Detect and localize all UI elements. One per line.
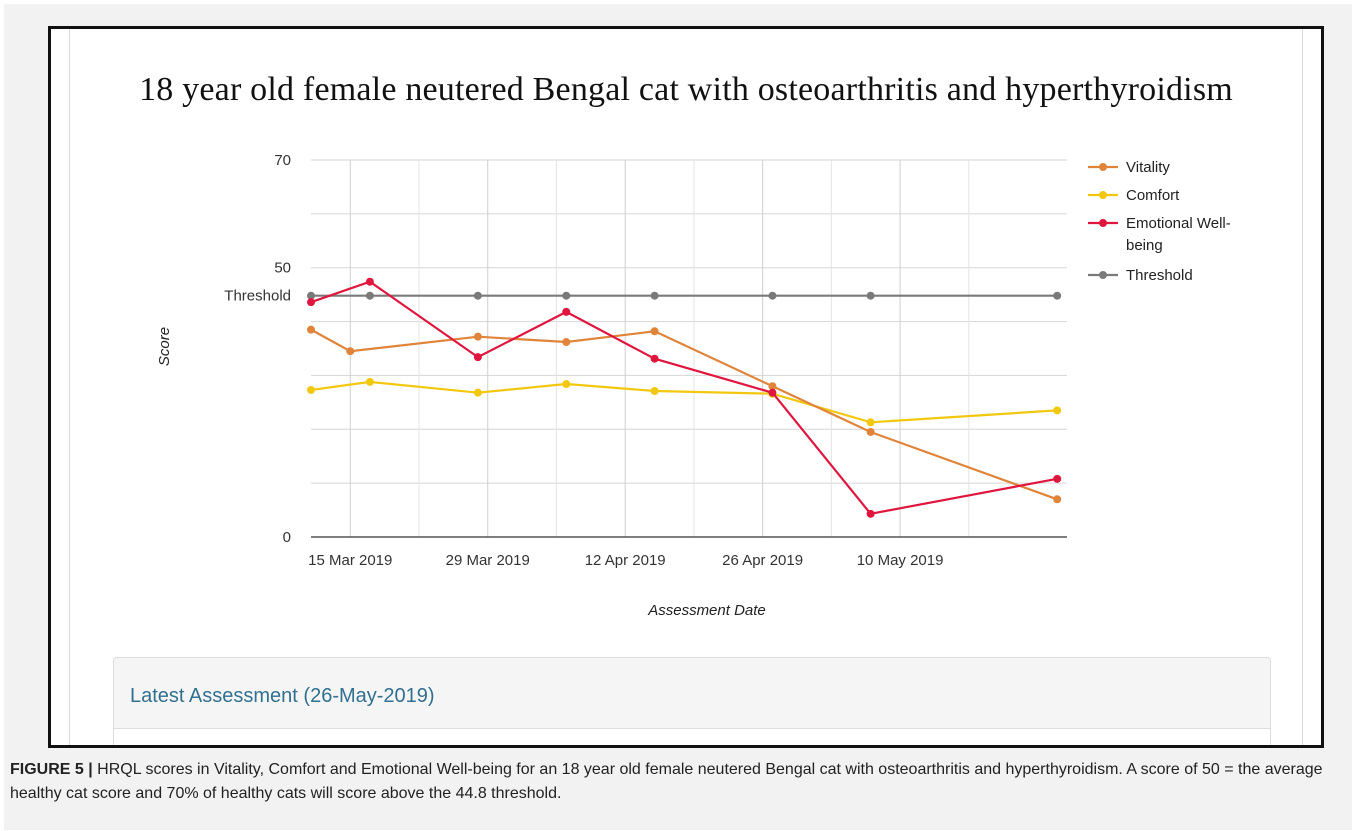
figure-label: FIGURE 5 | <box>10 761 93 778</box>
legend-emotional-well-being-marker <box>1099 219 1107 227</box>
emotional-well-being-point <box>473 353 482 362</box>
emotional-well-being-point <box>562 307 571 316</box>
latest-assessment-body <box>114 728 1270 745</box>
x-tick-label: 29 Mar 2019 <box>446 552 530 569</box>
vitality-point <box>473 332 482 341</box>
page-margin-left <box>69 29 70 745</box>
emotional-well-being-point <box>307 298 315 307</box>
chart-title: 18 year old female neutered Bengal cat w… <box>139 71 1233 108</box>
comfort-point <box>1053 406 1062 415</box>
comfort-point <box>307 385 315 394</box>
comfort-point <box>650 387 659 396</box>
legend-vitality-marker <box>1099 163 1107 171</box>
emotional-well-being-point <box>365 277 374 286</box>
vitality-point <box>1053 495 1062 504</box>
threshold-point <box>866 291 875 300</box>
vitality-line <box>310 328 1058 501</box>
screenshot-frame: 18 year old female neutered Bengal cat w… <box>48 26 1324 748</box>
figure-caption-text: HRQL scores in Vitality, Comfort and Emo… <box>10 761 1323 802</box>
y-tick-label: 0 <box>283 529 291 546</box>
legend-emotional-well-being-label: Emotional Well- <box>1126 215 1231 232</box>
threshold-point <box>768 291 777 300</box>
comfort-point <box>866 418 875 427</box>
x-axis-title: Assessment Date <box>647 602 766 619</box>
comfort-point <box>365 377 374 386</box>
emotional-well-being-point <box>1053 474 1062 483</box>
legend-comfort-marker <box>1099 191 1107 199</box>
comfort-line <box>310 380 1058 424</box>
comfort-point <box>562 380 571 389</box>
threshold-point <box>365 291 374 300</box>
vitality-point <box>866 427 875 436</box>
page-margin-right <box>1302 29 1303 745</box>
legend-threshold-marker <box>1099 271 1107 279</box>
legend-vitality-label: Vitality <box>1126 159 1170 176</box>
emotional-well-being-line <box>310 280 1058 516</box>
vitality-point <box>562 338 571 347</box>
line-chart: 0 50 70 Threshold 15 Mar 2019 29 Mar 2019 12 A… <box>156 152 1231 619</box>
vitality-point <box>307 325 315 334</box>
threshold-point <box>562 291 571 300</box>
latest-assessment-panel: Latest Assessment (26-May-2019) <box>113 657 1271 745</box>
legend-comfort-label: Comfort <box>1126 187 1180 204</box>
threshold-point <box>473 291 482 300</box>
legend-threshold-label: Threshold <box>1126 267 1193 284</box>
x-tick-label: 15 Mar 2019 <box>308 552 392 569</box>
comfort-point <box>473 388 482 397</box>
y-threshold-label: Threshold <box>224 288 291 305</box>
x-tick-label: 12 Apr 2019 <box>585 552 666 569</box>
figure-caption: FIGURE 5 | HRQL scores in Vitality, Comf… <box>10 758 1350 806</box>
emotional-well-being-point <box>768 388 777 397</box>
x-tick-label: 10 May 2019 <box>857 552 944 569</box>
y-axis-title: Score <box>156 327 173 366</box>
x-tick-label: 26 Apr 2019 <box>722 552 803 569</box>
figure-background: 18 year old female neutered Bengal cat w… <box>4 4 1352 830</box>
vitality-point <box>650 327 659 336</box>
latest-assessment-header[interactable]: Latest Assessment (26-May-2019) <box>130 685 435 707</box>
y-tick-label: 70 <box>274 152 291 169</box>
emotional-well-being-point <box>650 354 659 363</box>
threshold-point <box>650 291 659 300</box>
vitality-point <box>346 347 355 356</box>
threshold-point <box>307 291 315 300</box>
threshold-point <box>1053 291 1062 300</box>
legend-emotional-well-being-label-cont: being <box>1126 237 1163 254</box>
y-tick-label: 50 <box>274 260 291 277</box>
emotional-well-being-point <box>866 509 875 518</box>
vitality-point <box>768 382 777 391</box>
